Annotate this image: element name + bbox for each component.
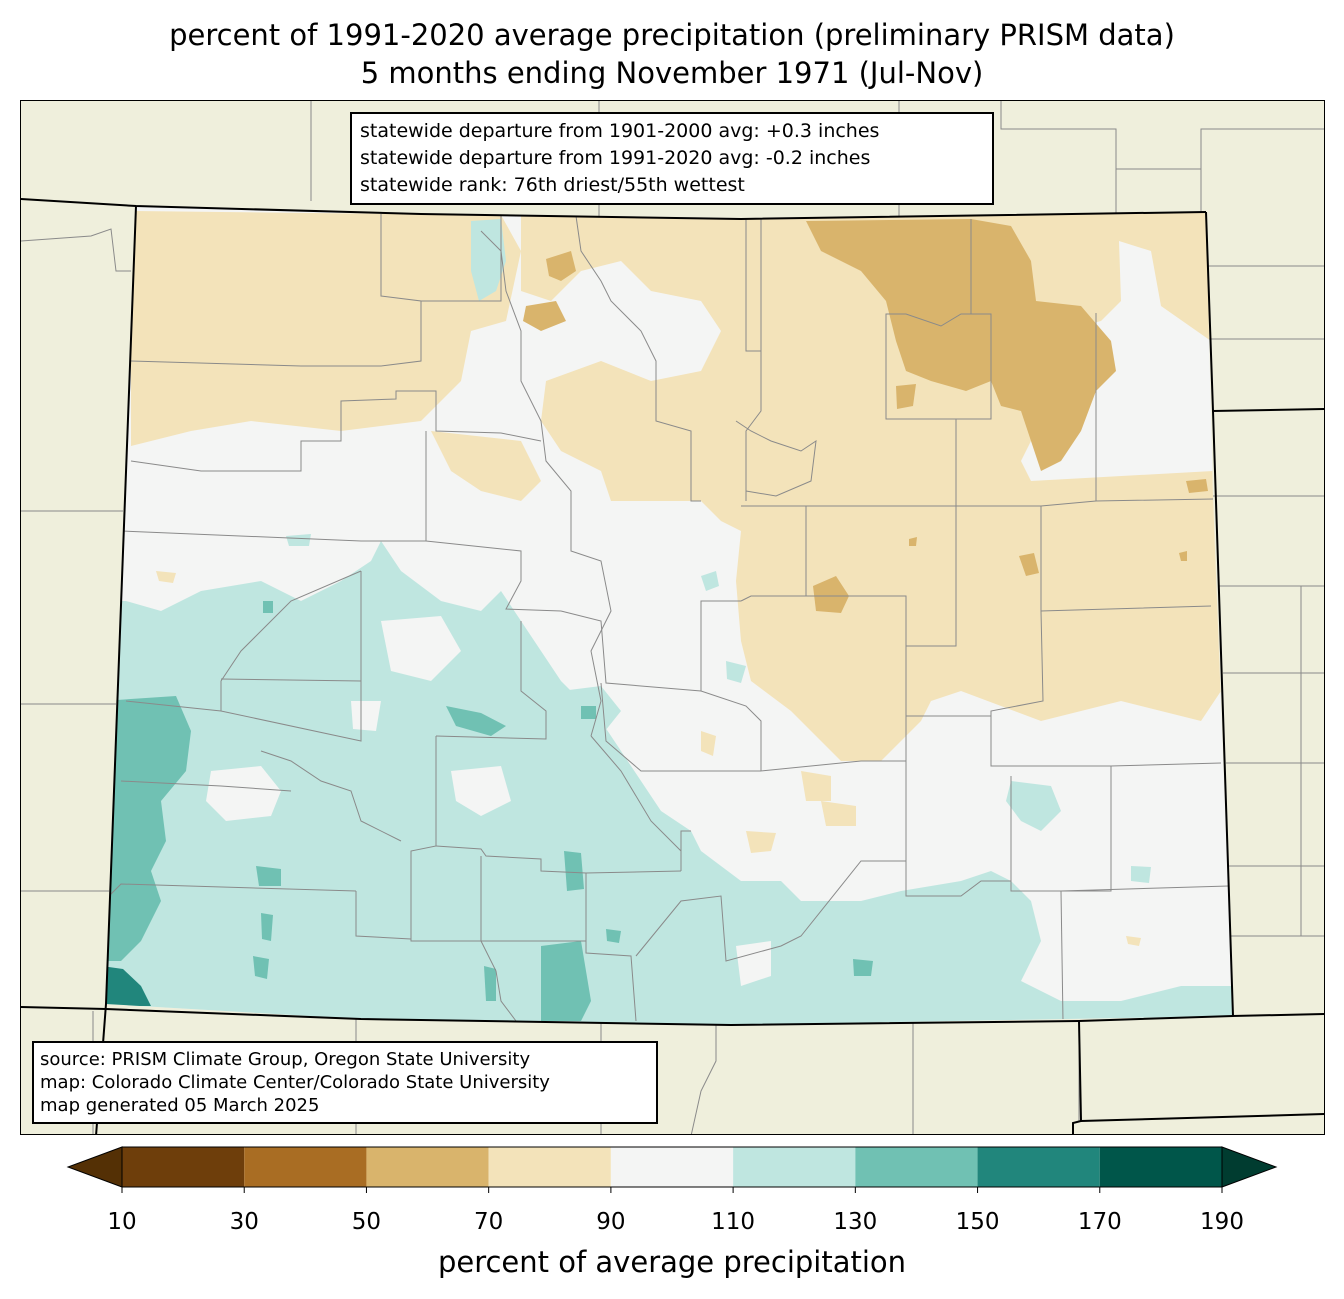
colorbar-label: percent of average precipitation: [437, 1245, 907, 1279]
colorbar-bin-170-190: [1099, 1147, 1222, 1187]
colorbar-tick-label-10: 10: [107, 1209, 136, 1235]
generated-date-line: map generated 05 March 2025: [40, 1095, 320, 1116]
precipitation-map: [20, 100, 1325, 1135]
colorbar-tick-label-50: 50: [352, 1209, 381, 1235]
stats-departure-1991-2020: statewide departure from 1991-2020 avg: …: [360, 147, 871, 169]
statewide-stats-box: statewide departure from 1901-2000 avg: …: [350, 112, 994, 205]
county-lines: [108, 214, 1230, 1022]
dry-50-70-regions: [523, 219, 1208, 613]
source-line: source: PRISM Climate Group, Oregon Stat…: [40, 1049, 531, 1070]
colorbar-bin-70-90: [488, 1147, 611, 1187]
colorbar-tick-label-190: 190: [1200, 1209, 1244, 1235]
colorbar-bin-10-30: [122, 1147, 245, 1187]
colorbar-tick-label-110: 110: [711, 1209, 755, 1235]
source-credits-box: source: PRISM Climate Group, Oregon Stat…: [32, 1041, 658, 1124]
colorbar: 10 30 50 70 90 110 130 150 170 190: [66, 1146, 1278, 1235]
stats-departure-1901-2000: statewide departure from 1901-2000 avg: …: [360, 120, 880, 142]
wet-110-130-regions: [106, 219, 1233, 1025]
colorbar-bin-150-170: [977, 1147, 1100, 1187]
colorbar-tick-label-150: 150: [956, 1209, 1000, 1235]
map-title-line-2: 5 months ending November 1971 (Jul-Nov): [360, 56, 984, 90]
map-credit-line: map: Colorado Climate Center/Colorado St…: [40, 1072, 550, 1093]
colorbar-tick-label-70: 70: [474, 1209, 503, 1235]
colorbar-bin-130-150: [855, 1147, 978, 1187]
colorbar-bin-50-70: [366, 1147, 489, 1187]
map-title-line-1: percent of 1991-2020 average precipitati…: [169, 18, 1175, 52]
colorbar-tick-label-90: 90: [596, 1209, 625, 1235]
stats-rank: statewide rank: 76th driest/55th wettest: [360, 174, 745, 196]
divide-lines: [480, 230, 817, 852]
colorbar-bin-110-130: [733, 1147, 856, 1187]
colorbar-tick-label-130: 130: [833, 1209, 877, 1235]
wet-150-170-region: [106, 966, 151, 1006]
colorbar-bin-30-50: [244, 1147, 367, 1187]
colorbar-under-arrow: [66, 1146, 123, 1188]
colorbar-over-arrow: [1221, 1146, 1278, 1188]
wet-130-150-regions: [106, 601, 873, 1021]
normal-holes: [206, 616, 771, 986]
colorbar-tick-label-170: 170: [1078, 1209, 1122, 1235]
colorbar-tick-label-30: 30: [230, 1209, 259, 1235]
colorbar-bin-90-110: [610, 1147, 734, 1187]
